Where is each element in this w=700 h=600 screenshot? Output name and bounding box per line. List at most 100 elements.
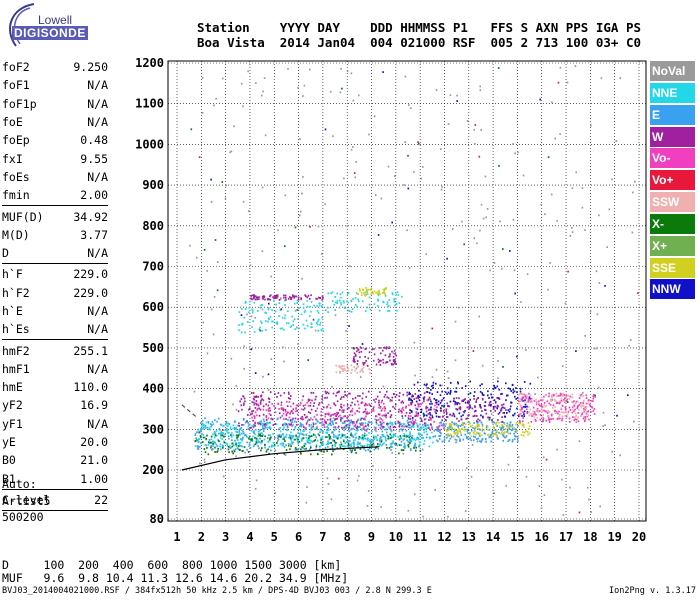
- echo-point: [473, 432, 475, 435]
- echo-point: [575, 400, 578, 403]
- echo-point: [327, 292, 329, 295]
- echo-point: [346, 445, 349, 447]
- echo-point: [251, 294, 254, 297]
- echo-point: [478, 424, 480, 426]
- echo-point: [390, 436, 393, 439]
- echo-point: [354, 397, 357, 399]
- param-row: fmin 2.00: [2, 186, 108, 204]
- echo-point: [519, 421, 521, 423]
- echo-point: [290, 438, 292, 441]
- echo-point: [391, 399, 393, 402]
- echo-point: [536, 409, 539, 412]
- echo-point: [204, 427, 207, 430]
- echo-point: [391, 350, 393, 353]
- echo-point: [334, 412, 336, 415]
- echo-point: [240, 438, 243, 440]
- echo-point: [325, 436, 327, 438]
- echo-point: [450, 382, 452, 384]
- echo-point: [356, 425, 359, 428]
- echo-point: [221, 447, 224, 449]
- echo-point: [322, 440, 324, 443]
- echo-point: [309, 402, 312, 404]
- echo-point: [565, 400, 568, 403]
- echo-point: [244, 434, 247, 436]
- echo-point: [256, 409, 258, 411]
- echo-point: [488, 418, 491, 421]
- echo-point: [297, 318, 299, 320]
- echo-point: [320, 450, 322, 453]
- echo-point: [551, 399, 553, 401]
- logo-brand: Lowell: [38, 13, 73, 27]
- echo-point: [324, 415, 326, 418]
- echo-point: [255, 429, 257, 431]
- echo-point: [340, 296, 342, 299]
- echo-point: [461, 427, 463, 430]
- echo-point: [364, 449, 367, 452]
- echo-point: [450, 425, 452, 428]
- echo-point: [391, 363, 393, 366]
- echo-point: [346, 70, 349, 73]
- param-value: 9.55: [80, 151, 108, 166]
- echo-point: [575, 350, 577, 352]
- echo-point: [285, 410, 287, 413]
- echo-point: [283, 418, 285, 420]
- echo-point: [516, 407, 518, 410]
- echo-point: [494, 433, 496, 435]
- echo-point: [281, 316, 284, 319]
- echo-point: [428, 436, 431, 439]
- echo-point: [407, 445, 410, 448]
- echo-point: [365, 412, 368, 415]
- echo-point: [278, 315, 280, 317]
- param-row: h`Es N/A: [2, 320, 108, 338]
- param-row: hmF2 255.1: [2, 341, 108, 359]
- echo-point: [282, 412, 285, 415]
- echo-point: [571, 227, 573, 229]
- echo-point: [258, 441, 261, 443]
- echo-point: [380, 439, 383, 441]
- echo-point: [399, 423, 401, 426]
- echo-point: [518, 419, 521, 422]
- echo-point: [288, 436, 290, 439]
- echo-point: [228, 437, 230, 440]
- echo-point: [315, 297, 317, 300]
- echo-point: [419, 443, 421, 446]
- echo-point: [530, 399, 533, 401]
- echo-point: [338, 390, 340, 393]
- param-name: yF2: [2, 398, 23, 413]
- echo-point: [552, 406, 554, 409]
- echo-point: [548, 392, 550, 395]
- echo-point: [364, 437, 367, 440]
- echo-point: [321, 398, 323, 400]
- echo-point: [288, 401, 291, 403]
- echo-point: [401, 295, 403, 298]
- echo-point: [408, 399, 410, 401]
- echo-point: [301, 418, 303, 421]
- echo-point: [386, 423, 388, 425]
- echo-point: [411, 395, 413, 398]
- echo-point: [194, 432, 197, 435]
- echo-point: [338, 306, 341, 309]
- y-tick-label: 80: [150, 512, 164, 526]
- echo-point: [333, 426, 335, 429]
- echo-point: [401, 415, 403, 417]
- echo-point: [502, 403, 505, 406]
- echo-point: [302, 408, 305, 411]
- echo-point: [526, 412, 528, 414]
- echo-point: [461, 400, 464, 402]
- echo-point: [344, 369, 346, 372]
- echo-point: [439, 289, 442, 291]
- echo-point: [333, 433, 335, 436]
- echo-point: [447, 515, 449, 518]
- echo-point: [372, 435, 375, 438]
- echo-point: [339, 372, 341, 374]
- echo-point: [367, 422, 369, 425]
- echo-point: [389, 410, 391, 413]
- echo-point: [431, 431, 433, 434]
- echo-point: [366, 411, 368, 413]
- echo-point: [459, 438, 461, 441]
- echo-point: [561, 416, 564, 418]
- echo-point: [417, 405, 420, 408]
- echo-point: [345, 424, 348, 427]
- echo-point: [470, 475, 473, 478]
- echo-point: [589, 310, 592, 313]
